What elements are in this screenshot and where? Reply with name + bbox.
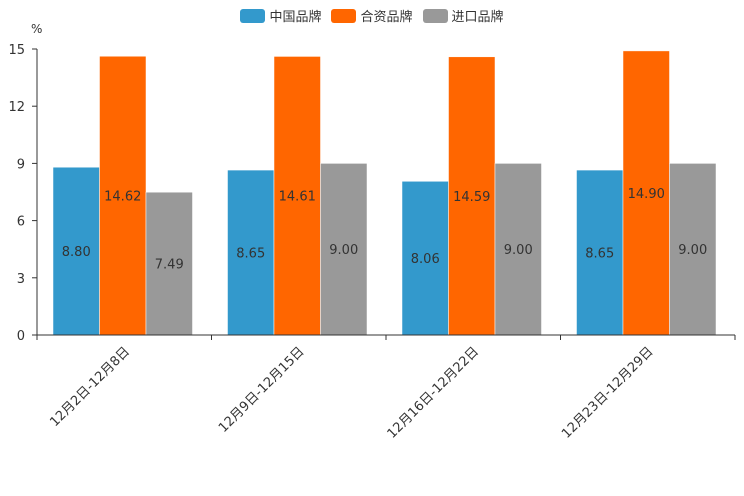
bar: [99, 55, 147, 336]
bar: [320, 163, 368, 336]
x-axis-tick-label: 12月23日-12月29日: [559, 344, 656, 441]
legend-swatch-imported: [422, 8, 448, 23]
legend-label-joint-venture: 合资品牌: [360, 10, 413, 25]
bar: [669, 163, 717, 336]
x-axis-tick-label: 12月9日-12月15日: [216, 344, 308, 436]
bar-value-label: 8.65: [585, 247, 614, 262]
legend-item-joint-venture[interactable]: 合资品牌: [331, 6, 413, 25]
legend-swatch-domestic: [240, 8, 266, 23]
bar-value-label: 9.00: [329, 243, 358, 258]
x-axis-tick-label: 12月2日-12月8日: [47, 344, 133, 430]
y-axis-tick-label: 15: [8, 43, 25, 58]
legend-label-imported: 进口品牌: [451, 10, 504, 25]
legend-label-domestic: 中国品牌: [269, 10, 322, 25]
bar-value-label: 7.49: [155, 258, 184, 273]
bar: [494, 163, 542, 336]
bar: [227, 169, 275, 336]
bar-value-label: 14.59: [453, 190, 490, 205]
bar-value-label: 9.00: [678, 243, 707, 258]
bar-value-label: 8.65: [236, 247, 265, 262]
bar-value-label: 14.61: [279, 190, 316, 205]
bar: [448, 56, 496, 336]
x-axis-tick-label: 12月16日-12月22日: [385, 344, 482, 441]
bar-value-label: 14.90: [628, 187, 665, 202]
legend-swatch-joint-venture: [331, 8, 357, 23]
legend-item-domestic[interactable]: 中国品牌: [240, 6, 321, 25]
bar: [52, 166, 100, 336]
bar: [576, 169, 624, 336]
bar-value-label: 8.06: [411, 252, 440, 267]
bar: [622, 50, 670, 336]
y-axis-tick-label: 6: [17, 215, 25, 230]
y-axis-tick-label: 12: [8, 100, 25, 115]
y-axis-tick-label: 3: [17, 272, 25, 287]
y-axis-tick-label: 0: [17, 329, 25, 344]
bar-value-label: 14.62: [104, 190, 141, 205]
chart-legend: 中国品牌 合资品牌 进口品牌: [0, 6, 744, 25]
y-axis-unit: %: [31, 22, 43, 36]
y-axis-tick-label: 9: [17, 157, 25, 172]
legend-item-imported[interactable]: 进口品牌: [422, 6, 504, 25]
bar-value-label: 8.80: [62, 245, 91, 260]
bar-value-label: 9.00: [504, 243, 533, 258]
